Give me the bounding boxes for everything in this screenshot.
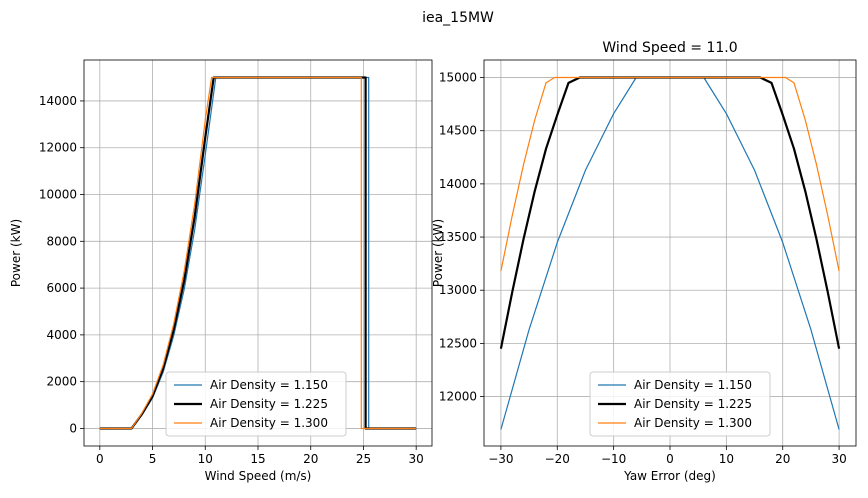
plot1-ytick-label: 14000 — [439, 177, 477, 191]
plot0-xtick-label: 0 — [96, 452, 104, 466]
right-plot: −30 −20 −10 0 10 20 30 12000 12500 13000 13500 1400… — [431, 40, 857, 483]
plot0-legend-label: Air Density = 1.225 — [210, 397, 328, 411]
plot0-ytick-label: 6000 — [46, 281, 77, 295]
plot1-legend — [589, 371, 771, 437]
plot1-ylabel: Power (kW) — [431, 219, 445, 287]
plot0-ytick-label: 8000 — [46, 234, 77, 248]
plot1-ytick-label: 13500 — [439, 230, 477, 244]
plot1-title: Wind Speed = 11.0 — [602, 40, 737, 56]
plot0-legend-label: Air Density = 1.300 — [210, 416, 328, 430]
plot1-ytick-label: 13000 — [439, 283, 477, 297]
plot1-series-line-3 — [500, 76, 840, 272]
plot1-legend-label: Air Density = 1.300 — [634, 416, 752, 430]
plot0-xtick-label: 15 — [250, 452, 265, 466]
plot0-ytick-label: 14000 — [39, 94, 77, 108]
plot0-xlabel: Wind Speed (m/s) — [205, 469, 312, 483]
plot1-ytick-label: 12500 — [439, 336, 477, 350]
figure-title: iea_15MW — [422, 10, 494, 26]
plot0-xtick-label: 5 — [149, 452, 157, 466]
plot1-ytick-label: 14500 — [439, 124, 477, 138]
plot0-legend-label: Air Density = 1.150 — [210, 378, 328, 392]
left-plot: 0 5 10 15 20 25 30 0 2000 4000 6000 8000 10000 12000 1… — [9, 59, 433, 483]
plot0-ytick-label: 2000 — [46, 375, 77, 389]
plot0-legend — [165, 371, 347, 437]
plot1-xtick-label: 10 — [719, 452, 734, 466]
plot0-series-line-3 — [99, 76, 417, 430]
plot0-ylabel: Power (kW) — [9, 219, 23, 287]
plot1-ytick-label: 12000 — [439, 390, 477, 404]
plot0-ytick-label: 10000 — [39, 188, 77, 202]
plot0-xtick-label: 10 — [198, 452, 213, 466]
plot1-xtick-label: 20 — [775, 452, 790, 466]
plot1-legend-label: Air Density = 1.225 — [634, 397, 752, 411]
plot1-ytick-label: 15000 — [439, 71, 477, 85]
plot1-xtick-label: −30 — [488, 452, 513, 466]
plot0-xtick-label: 20 — [303, 452, 318, 466]
plot1-legend-label: Air Density = 1.150 — [634, 378, 752, 392]
plot0-ytick-label: 4000 — [46, 328, 77, 342]
plot0-xtick-label: 25 — [356, 452, 371, 466]
plot1-xtick-label: −20 — [545, 452, 570, 466]
plot0-ytick-label: 12000 — [39, 141, 77, 155]
plot1-xtick-label: −10 — [601, 452, 626, 466]
plot0-ytick-label: 0 — [69, 421, 77, 435]
plot1-xlabel: Yaw Error (deg) — [623, 469, 716, 483]
plot1-xtick-label: 30 — [831, 452, 846, 466]
plot1-xtick-label: 0 — [666, 452, 674, 466]
plot0-xtick-label: 30 — [409, 452, 424, 466]
